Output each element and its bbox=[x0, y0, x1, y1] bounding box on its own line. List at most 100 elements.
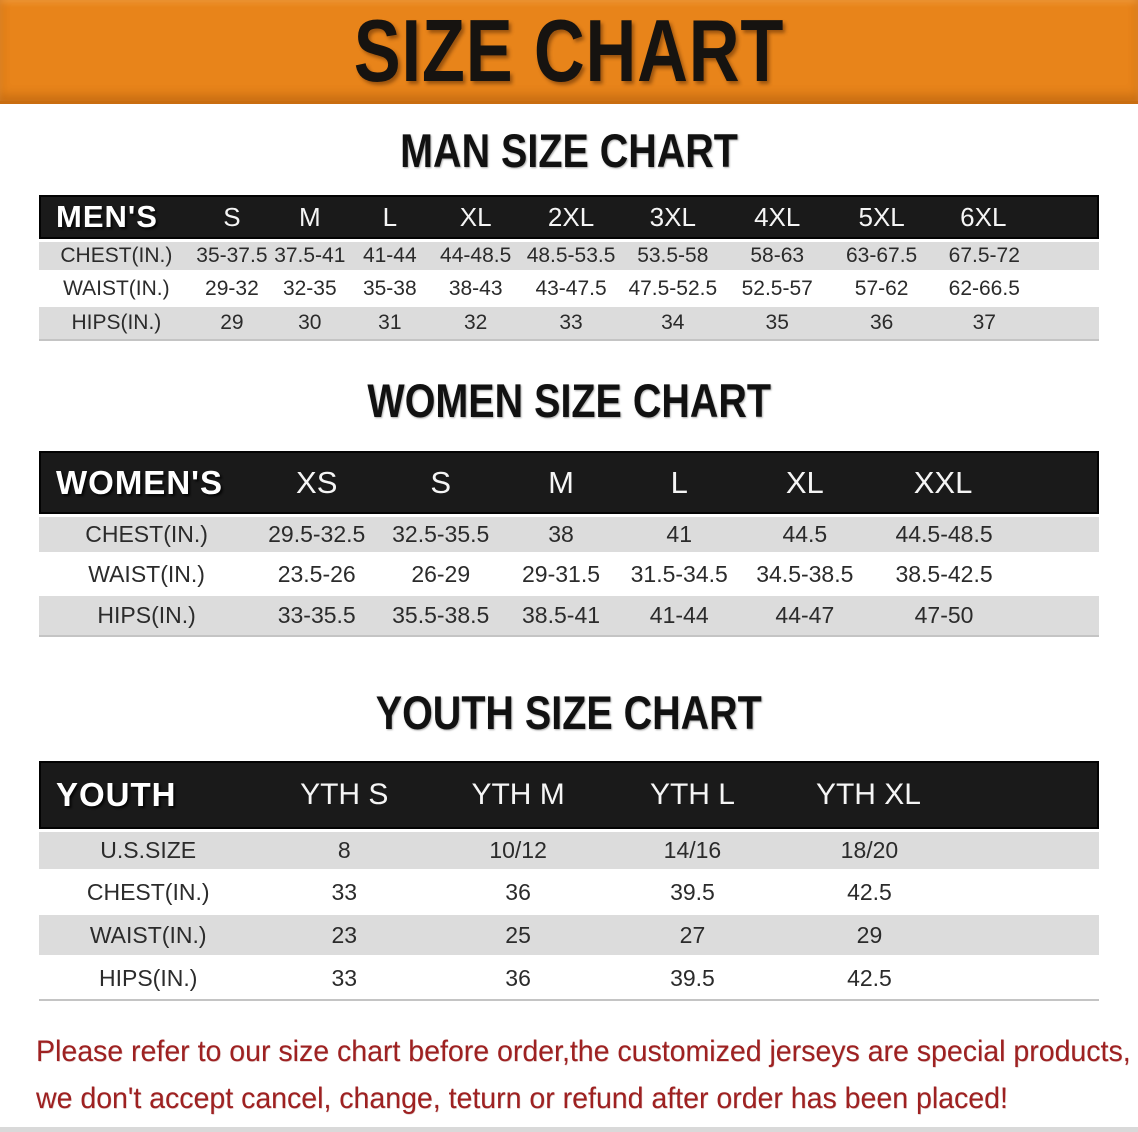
banner-title: SIZE CHART bbox=[353, 0, 785, 100]
youth-value-cell: 27 bbox=[605, 915, 780, 958]
men-value-cell: 44-48.5 bbox=[430, 239, 522, 273]
women-size-column-header: XL bbox=[738, 451, 872, 514]
women-size-column-header: XXL bbox=[871, 451, 1099, 514]
youth-row-label: CHEST(IN.) bbox=[39, 872, 258, 915]
youth-row-label: U.S.SIZE bbox=[39, 829, 258, 872]
men-row-label: HIPS(IN.) bbox=[39, 307, 194, 341]
women-row-label: CHEST(IN.) bbox=[39, 514, 255, 555]
men-size-column-header: L bbox=[349, 195, 431, 239]
youth-measurement-row: U.S.SIZE 8 10/12 14/16 18/20 bbox=[39, 829, 1099, 872]
youth-value-cell: 8 bbox=[257, 829, 432, 872]
youth-value-cell: 36 bbox=[431, 958, 606, 1001]
men-size-column-header: S bbox=[193, 195, 271, 239]
youth-value-cell: 39.5 bbox=[605, 872, 780, 915]
youth-row-label: WAIST(IN.) bbox=[39, 915, 258, 958]
men-size-column-header: M bbox=[270, 195, 350, 239]
women-row-label: WAIST(IN.) bbox=[39, 555, 255, 596]
women-value-cell: 41-44 bbox=[619, 596, 739, 637]
men-value-cell: 48.5-53.5 bbox=[521, 239, 621, 273]
women-value-cell: 41 bbox=[619, 514, 739, 555]
men-size-chart-section: MAN SIZE CHART MEN'S S M L XL 2XL 3XL 4XL 5XL 6XL C… bbox=[0, 127, 1138, 341]
men-value-cell: 67.5-72 bbox=[933, 239, 1099, 273]
men-size-table: MEN'S S M L XL 2XL 3XL 4XL 5XL 6XL CHEST(IN.) 35-37… bbox=[39, 195, 1099, 341]
youth-value-cell: 36 bbox=[431, 872, 606, 915]
women-value-cell: 31.5-34.5 bbox=[619, 555, 739, 596]
women-size-column-header: L bbox=[619, 451, 739, 514]
women-value-cell: 38.5-41 bbox=[502, 596, 620, 637]
youth-value-cell: 42.5 bbox=[779, 872, 1099, 915]
youth-value-cell: 29 bbox=[779, 915, 1099, 958]
youth-size-table: YOUTH YTH S YTH M YTH L YTH XL U.S.SIZE 8 10/12… bbox=[39, 761, 1099, 1001]
men-value-cell: 43-47.5 bbox=[521, 273, 621, 307]
men-value-cell: 63-67.5 bbox=[829, 239, 934, 273]
men-value-cell: 37 bbox=[933, 307, 1099, 341]
men-group-label: MEN'S bbox=[39, 195, 194, 239]
women-value-cell: 35.5-38.5 bbox=[379, 596, 503, 637]
men-row-label: CHEST(IN.) bbox=[39, 239, 194, 273]
men-value-cell: 33 bbox=[521, 307, 621, 341]
size-chart-sections: MAN SIZE CHART MEN'S S M L XL 2XL 3XL 4XL 5XL 6XL C… bbox=[0, 127, 1138, 1001]
women-size-column-header: XS bbox=[254, 451, 380, 514]
men-value-cell: 30 bbox=[270, 307, 350, 341]
women-size-table: WOMEN'S XS S M L XL XXL CHEST(IN.) 29.5-32.5 32.5… bbox=[39, 451, 1099, 637]
women-header-row: WOMEN'S XS S M L XL XXL bbox=[39, 451, 1099, 514]
women-row-label: HIPS(IN.) bbox=[39, 596, 255, 637]
disclaimer-line-2: we don't accept cancel, change, teturn o… bbox=[36, 1082, 1008, 1116]
men-measurement-row: HIPS(IN.) 29 30 31 32 33 34 35 36 37 bbox=[39, 307, 1099, 341]
women-value-cell: 32.5-35.5 bbox=[379, 514, 503, 555]
disclaimer: Please refer to our size chart before or… bbox=[0, 1028, 1138, 1123]
men-measurement-row: WAIST(IN.) 29-32 32-35 35-38 38-43 43-47.5 47.… bbox=[39, 273, 1099, 307]
men-value-cell: 52.5-57 bbox=[724, 273, 830, 307]
men-section-title: MAN SIZE CHART bbox=[0, 127, 1138, 174]
men-value-cell: 41-44 bbox=[349, 239, 431, 273]
men-value-cell: 57-62 bbox=[829, 273, 934, 307]
youth-value-cell: 25 bbox=[431, 915, 606, 958]
men-size-column-header: 5XL bbox=[829, 195, 934, 239]
youth-group-label: YOUTH bbox=[39, 761, 258, 829]
women-value-cell: 34.5-38.5 bbox=[738, 555, 872, 596]
youth-size-column-header: YTH S bbox=[257, 761, 432, 829]
men-value-cell: 36 bbox=[829, 307, 934, 341]
men-value-cell: 35-37.5 bbox=[193, 239, 271, 273]
youth-value-cell: 39.5 bbox=[605, 958, 780, 1001]
women-section-title-text: WOMEN SIZE CHART bbox=[367, 374, 771, 427]
men-value-cell: 35-38 bbox=[349, 273, 431, 307]
youth-section-title-text: YOUTH SIZE CHART bbox=[375, 686, 763, 739]
youth-value-cell: 42.5 bbox=[779, 958, 1099, 1001]
men-value-cell: 38-43 bbox=[430, 273, 522, 307]
men-size-column-header: XL bbox=[430, 195, 522, 239]
women-value-cell: 23.5-26 bbox=[254, 555, 380, 596]
youth-section-title: YOUTH SIZE CHART bbox=[0, 689, 1138, 736]
youth-size-column-header: YTH L bbox=[605, 761, 780, 829]
women-size-column-header: M bbox=[502, 451, 620, 514]
women-value-cell: 47-50 bbox=[871, 596, 1099, 637]
youth-value-cell: 18/20 bbox=[779, 829, 1099, 872]
men-value-cell: 29-32 bbox=[193, 273, 271, 307]
men-value-cell: 35 bbox=[724, 307, 830, 341]
youth-value-cell: 14/16 bbox=[605, 829, 780, 872]
youth-measurement-row: WAIST(IN.) 23 25 27 29 bbox=[39, 915, 1099, 958]
women-section-title: WOMEN SIZE CHART bbox=[0, 377, 1138, 424]
women-value-cell: 26-29 bbox=[379, 555, 503, 596]
youth-header-row: YOUTH YTH S YTH M YTH L YTH XL bbox=[39, 761, 1099, 829]
men-value-cell: 53.5-58 bbox=[620, 239, 725, 273]
women-value-cell: 38.5-42.5 bbox=[871, 555, 1099, 596]
banner: SIZE CHART bbox=[0, 0, 1138, 104]
youth-size-chart-section: YOUTH SIZE CHART YOUTH YTH S YTH M YTH L YTH … bbox=[0, 689, 1138, 1001]
youth-measurement-row: CHEST(IN.) 33 36 39.5 42.5 bbox=[39, 872, 1099, 915]
men-size-column-header: 6XL bbox=[933, 195, 1099, 239]
women-value-cell: 29-31.5 bbox=[502, 555, 620, 596]
women-size-chart-section: WOMEN SIZE CHART WOMEN'S XS S M L XL XXL CHEST(I… bbox=[0, 377, 1138, 637]
women-group-label: WOMEN'S bbox=[39, 451, 255, 514]
youth-row-label: HIPS(IN.) bbox=[39, 958, 258, 1001]
men-value-cell: 47.5-52.5 bbox=[620, 273, 725, 307]
men-value-cell: 29 bbox=[193, 307, 271, 341]
women-size-column-header: S bbox=[379, 451, 503, 514]
youth-value-cell: 33 bbox=[257, 958, 432, 1001]
women-value-cell: 44-47 bbox=[738, 596, 872, 637]
men-value-cell: 32-35 bbox=[270, 273, 350, 307]
men-value-cell: 34 bbox=[620, 307, 725, 341]
men-size-column-header: 3XL bbox=[620, 195, 725, 239]
women-measurement-row: HIPS(IN.) 33-35.5 35.5-38.5 38.5-41 41-44 44-… bbox=[39, 596, 1099, 637]
women-measurement-row: CHEST(IN.) 29.5-32.5 32.5-35.5 38 41 44.5 44.5… bbox=[39, 514, 1099, 555]
